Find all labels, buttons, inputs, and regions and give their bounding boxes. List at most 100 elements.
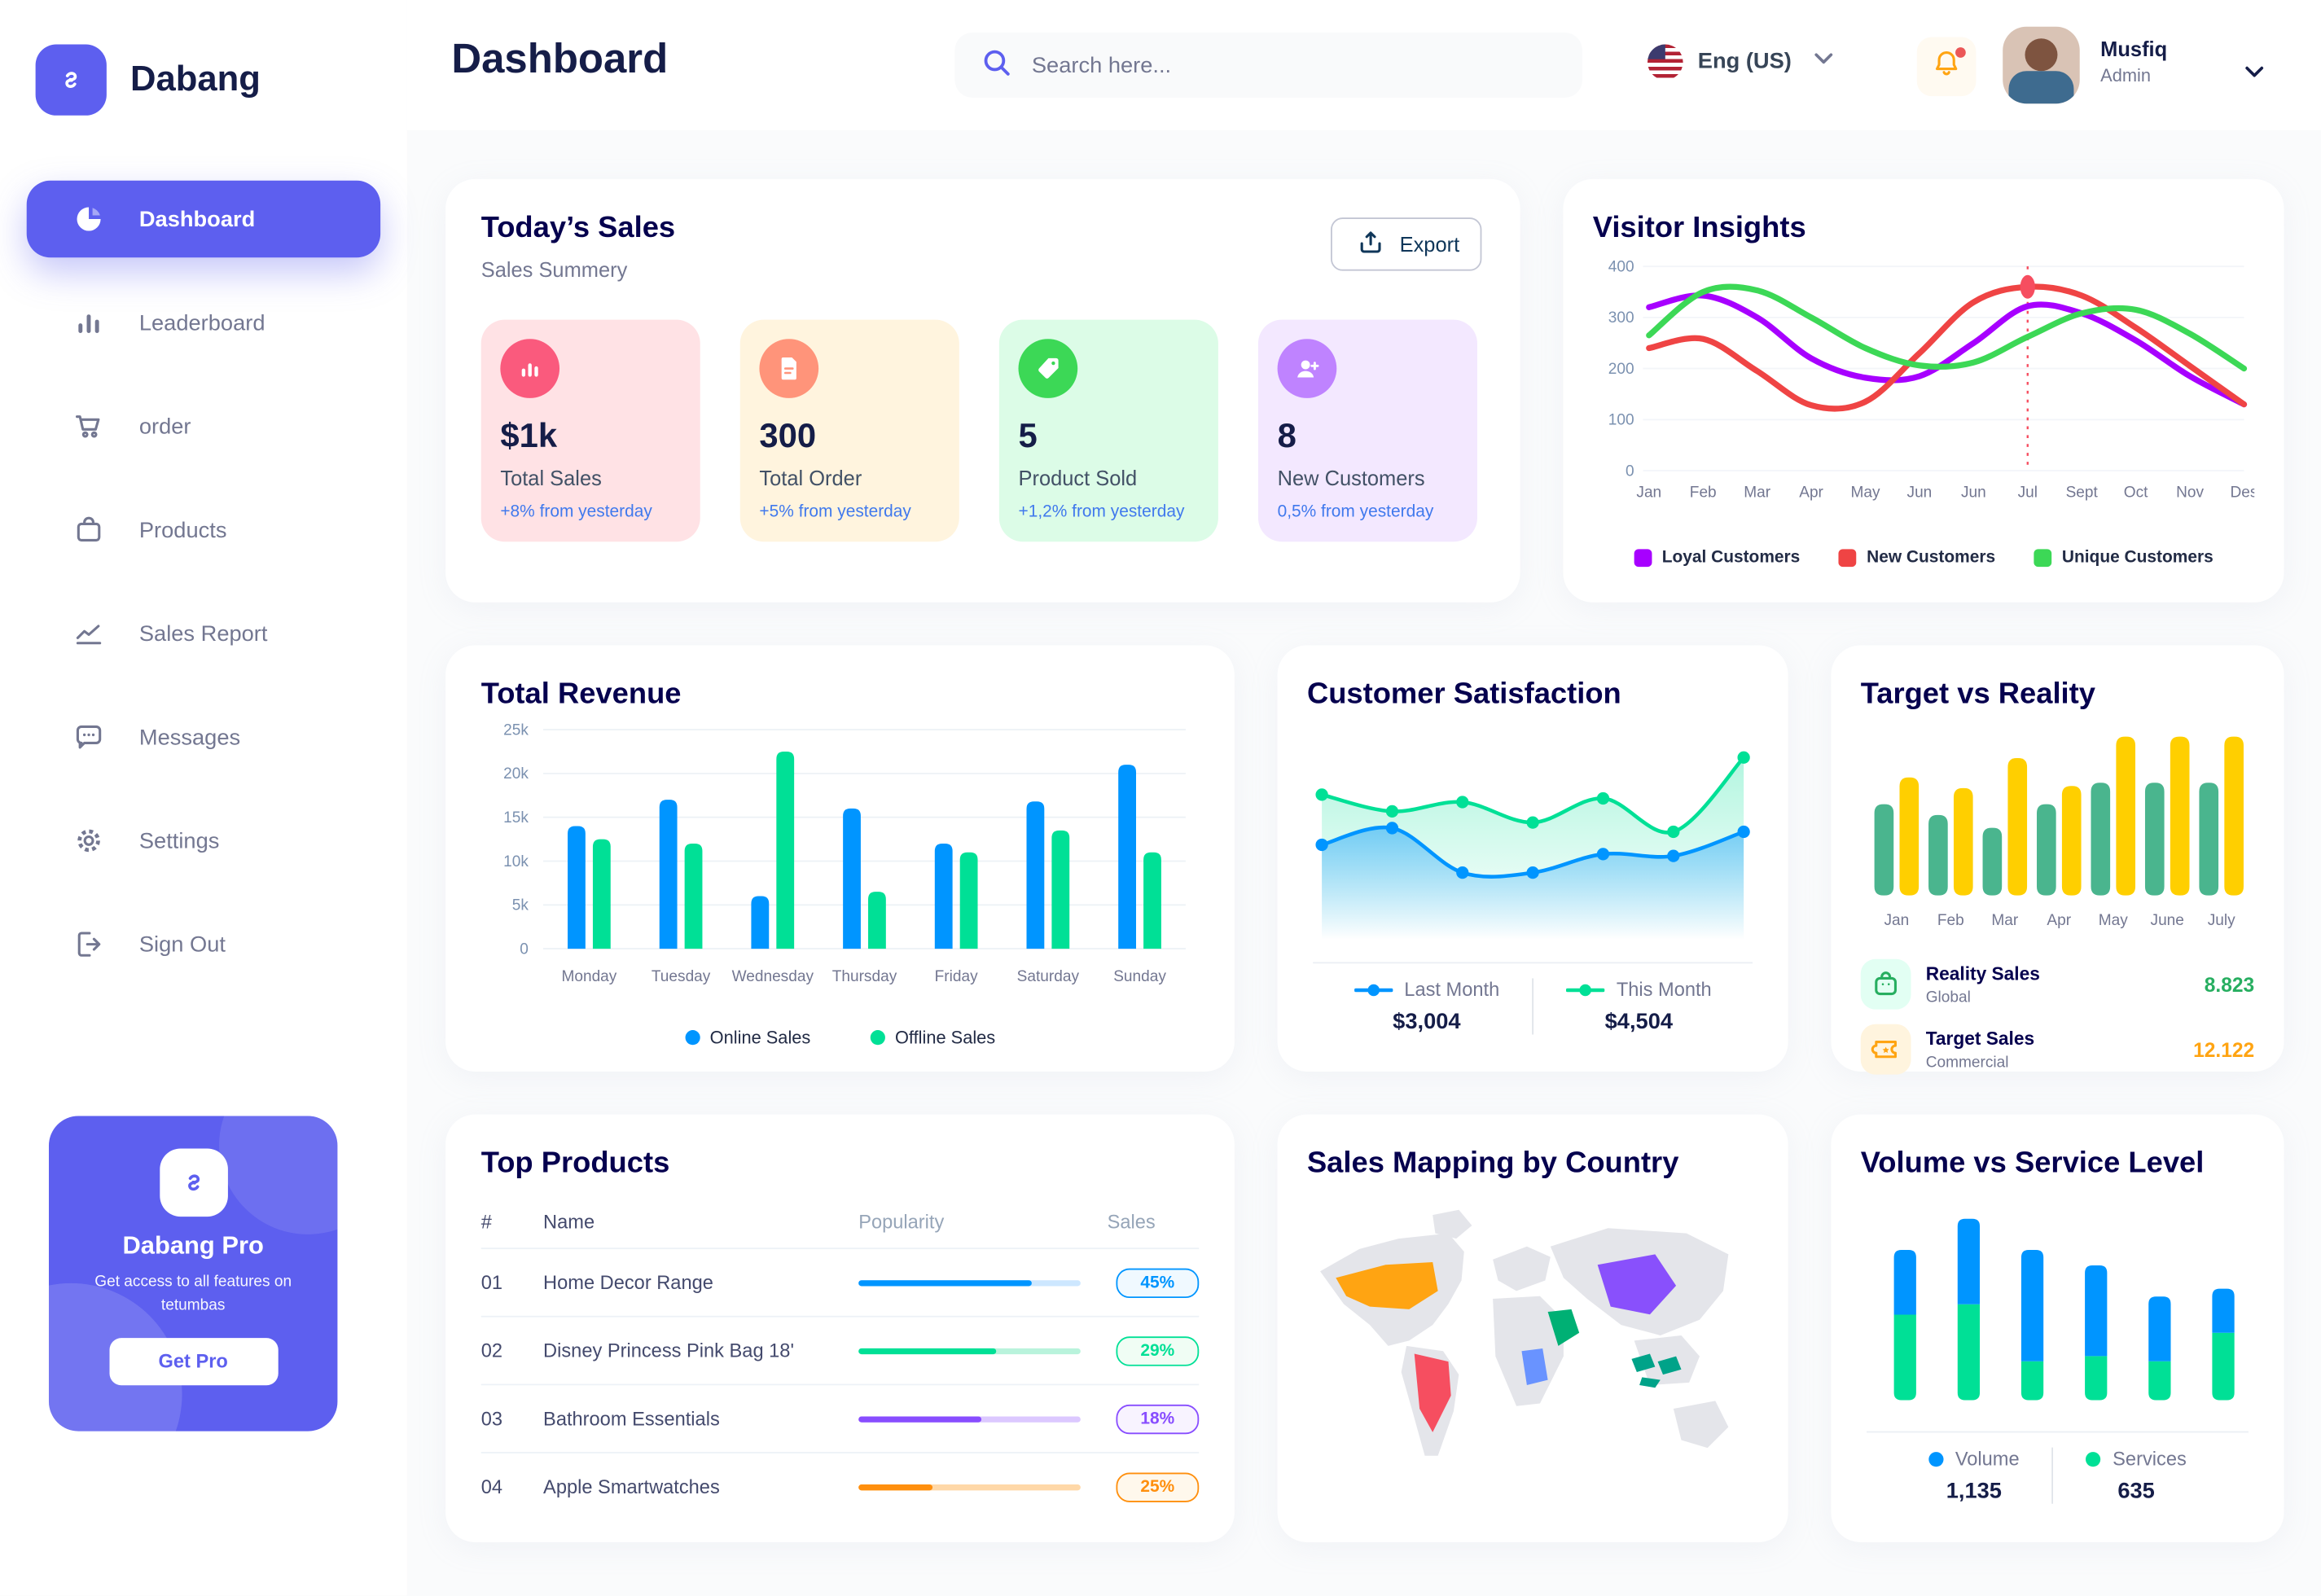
svg-text:Apr: Apr [1799, 484, 1823, 502]
country-saudi-arabia [1547, 1309, 1580, 1346]
user-menu[interactable]: Musfiq Admin [2100, 37, 2167, 86]
sidebar-item-label: Dashboard [138, 206, 256, 232]
search-icon [978, 44, 1014, 87]
visitor-insights-legend: Loyal Customers New Customers Unique Cus… [1593, 549, 2254, 568]
series-name: Reality Sales [1925, 962, 2040, 984]
sales-badge: 18% [1116, 1403, 1200, 1434]
sidebar-item-settings[interactable]: Settings [27, 802, 380, 879]
sidebar-item-label: Products [138, 517, 227, 543]
svg-text:200: 200 [1608, 361, 1634, 378]
todays-sales-title: Today’s Sales [480, 211, 676, 244]
sales-mapping-title: Sales Mapping by Country [1306, 1147, 1679, 1180]
sidebar-item-leaderboard[interactable]: Leaderboard [27, 284, 380, 362]
sidebar-item-label: Sign Out [138, 932, 226, 958]
col-header-name: Name [543, 1210, 595, 1234]
svg-text:100: 100 [1608, 412, 1634, 429]
legend-total: $3,004 [1393, 1009, 1461, 1035]
series-name: Target Sales [1925, 1028, 2035, 1049]
series-total: 8.823 [2204, 973, 2255, 996]
svg-text:Thursday: Thursday [832, 968, 897, 985]
legend-total: $4,504 [1604, 1009, 1674, 1035]
page-title: Dashboard [451, 35, 669, 81]
target-vs-reality-card: Target vs Reality Jan Feb Mar Apr May June Jul… [1831, 645, 2284, 1075]
sidebar-item-messages[interactable]: Messages [27, 699, 380, 776]
table-body: 01 Home Decor Range 45% 02 Disney Princes… [480, 1249, 1200, 1520]
sidebar-item-dashboard[interactable]: Dashboard [26, 180, 381, 258]
search-input[interactable] [1029, 50, 1559, 80]
visitor-insights-title: Visitor Insights [1592, 211, 1806, 244]
row-num: 04 [480, 1475, 503, 1498]
country-china [1597, 1254, 1677, 1315]
col-header-popularity: Popularity [858, 1210, 945, 1234]
svg-text:May: May [2099, 912, 2129, 929]
divider [1313, 962, 1753, 964]
sidebar-item-label: Leaderboard [138, 309, 265, 335]
top-products-card: Top Products # Name Popularity Sales 01 … [445, 1114, 1235, 1542]
sidebar-menu: Dashboard Leaderboard order Products Sales R… [0, 180, 407, 983]
line-chart-icon [71, 616, 107, 651]
svg-text:July: July [2208, 912, 2235, 929]
legend-item: Online Sales [684, 1027, 810, 1048]
legend-label: Loyal Customers [1661, 549, 1801, 568]
svg-text:15k: 15k [503, 809, 529, 826]
sidebar-item-order[interactable]: order [27, 388, 380, 465]
get-pro-button[interactable]: Get Pro [108, 1337, 278, 1385]
row-name: Apple Smartwatches [543, 1475, 720, 1498]
legend-label: Unique Customers [2061, 549, 2214, 568]
volume-vs-service-legend: Volume 1,135 Services 635 [1861, 1447, 2254, 1504]
row-num: 02 [480, 1339, 503, 1362]
export-button[interactable]: Export [1330, 217, 1482, 271]
gear-icon [71, 823, 107, 859]
bar-chart-icon [71, 305, 107, 340]
legend-item: Unique Customers [2034, 549, 2214, 568]
volume-vs-service-title: Volume vs Service Level [1860, 1147, 2205, 1180]
sidebar-item-label: Sales Report [138, 620, 268, 647]
avatar[interactable] [2003, 26, 2080, 104]
stat-label: Product Sold [1018, 466, 1138, 490]
todays-sales-card: Today’s Sales Sales Summery Export $1k T… [445, 178, 1520, 603]
series-subtitle: Commercial [1925, 1053, 2009, 1072]
row-name: Home Decor Range [543, 1271, 713, 1294]
sales-badge: 29% [1116, 1335, 1200, 1366]
legend-dot [870, 1030, 885, 1046]
col-header-num: # [480, 1210, 492, 1234]
sidebar-item-label: Messages [138, 724, 241, 750]
target-vs-reality-title: Target vs Reality [1860, 677, 2095, 711]
export-label: Export [1399, 232, 1460, 256]
top-products-table: # Name Popularity Sales 01 Home Decor Ra… [480, 1202, 1200, 1520]
svg-text:Tuesday: Tuesday [652, 968, 711, 985]
chevron-down-icon[interactable] [2236, 53, 2272, 96]
svg-text:Wednesday: Wednesday [732, 968, 814, 985]
table-header: # Name Popularity Sales [480, 1202, 1200, 1250]
stat-file-icon [759, 339, 819, 398]
sidebar: Dabang Dashboard Leaderboard order Products… [0, 0, 407, 1596]
svg-text:June: June [2151, 912, 2184, 929]
bell-icon [1928, 45, 1964, 88]
sign-out-icon [71, 927, 107, 962]
message-icon [71, 719, 107, 755]
total-revenue-title: Total Revenue [480, 677, 682, 711]
language-selector[interactable]: Eng (US) [1647, 40, 1842, 83]
svg-text:Jan: Jan [1636, 484, 1661, 502]
sidebar-item-sales-report[interactable]: Sales Report [27, 595, 380, 673]
sidebar-item-products[interactable]: Products [27, 491, 380, 568]
stat-user-icon [1277, 339, 1337, 398]
legend-label: Offline Sales [894, 1027, 996, 1048]
stat-value: $1k [500, 415, 558, 455]
stat-bar-icon [500, 339, 560, 398]
svg-text:Sunday: Sunday [1113, 968, 1166, 985]
series-total: 12.122 [2193, 1038, 2255, 1061]
popularity-bar [858, 1279, 1107, 1286]
popularity-bar [858, 1415, 1107, 1422]
pro-logo-icon [159, 1148, 228, 1217]
sidebar-item-label: order [138, 414, 191, 439]
notifications-button[interactable] [1916, 37, 1977, 97]
sidebar-item-sign-out[interactable]: Sign Out [27, 905, 380, 983]
sales-stat-cards: $1k Total Sales +8% from yesterday 300 T… [480, 319, 1485, 542]
legend-item: Offline Sales [870, 1027, 996, 1048]
top-header: Dashboard Eng (US) Musfiq Admin [406, 0, 2321, 132]
svg-text:Sept: Sept [2066, 484, 2099, 502]
brand: Dabang [0, 0, 407, 116]
